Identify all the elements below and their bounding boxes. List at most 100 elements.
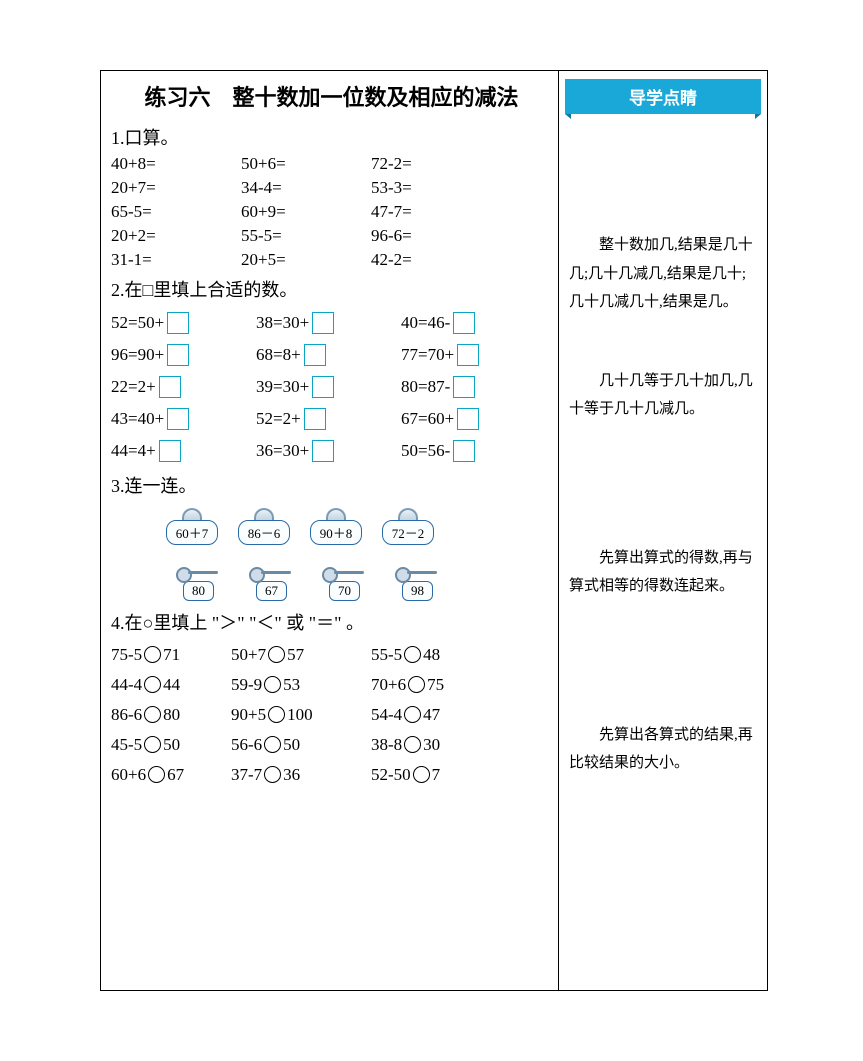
compare-circle[interactable] xyxy=(268,646,285,663)
q2-cell: 36=30+ xyxy=(256,440,401,462)
key-icon xyxy=(176,563,221,579)
lock-item[interactable]: 90＋8 xyxy=(310,508,362,545)
answer-box[interactable] xyxy=(159,376,181,398)
q4-cell: 56-650 xyxy=(231,735,371,755)
key-label: 70 xyxy=(329,581,360,601)
compare-circle[interactable] xyxy=(264,766,281,783)
lock-item[interactable]: 72－2 xyxy=(382,508,434,545)
key-item[interactable]: 67 xyxy=(249,563,294,601)
key-item[interactable]: 70 xyxy=(322,563,367,601)
q4-cell: 75-571 xyxy=(111,645,231,665)
answer-box[interactable] xyxy=(167,344,189,366)
compare-circle[interactable] xyxy=(404,736,421,753)
q1-row: 31-1=20+5=42-2= xyxy=(111,250,552,270)
lock-shackle-icon xyxy=(254,508,274,520)
q4-cell: 38-830 xyxy=(371,735,511,755)
guide-ribbon: 导学点睛 xyxy=(565,79,761,114)
q2-row: 44=4+36=30+50=56- xyxy=(111,440,552,462)
answer-box[interactable] xyxy=(167,408,189,430)
compare-circle[interactable] xyxy=(264,676,281,693)
q4-row: 45-55056-65038-830 xyxy=(111,735,552,755)
answer-box[interactable] xyxy=(457,344,479,366)
q1-cell: 50+6= xyxy=(241,154,371,174)
q1-head: 1.口算。 xyxy=(111,124,552,150)
compare-circle[interactable] xyxy=(408,676,425,693)
lock-shackle-icon xyxy=(182,508,202,520)
compare-circle[interactable] xyxy=(144,706,161,723)
q1-cell: 72-2= xyxy=(371,154,501,174)
key-item[interactable]: 80 xyxy=(176,563,221,601)
lock-label: 86－6 xyxy=(238,520,290,545)
lock-item[interactable]: 60＋7 xyxy=(166,508,218,545)
q4-cell: 45-550 xyxy=(111,735,231,755)
key-icon xyxy=(395,563,440,579)
q4-cell: 90+5100 xyxy=(231,705,371,725)
q1-cell: 55-5= xyxy=(241,226,371,246)
key-icon xyxy=(322,563,367,579)
key-item[interactable]: 98 xyxy=(395,563,440,601)
answer-box[interactable] xyxy=(453,440,475,462)
compare-circle[interactable] xyxy=(268,706,285,723)
q2-cell: 67=60+ xyxy=(401,408,546,430)
q1-cell: 42-2= xyxy=(371,250,501,270)
answer-box[interactable] xyxy=(457,408,479,430)
answer-box[interactable] xyxy=(304,408,326,430)
q1-cell: 31-1= xyxy=(111,250,241,270)
key-label: 80 xyxy=(183,581,214,601)
q1-cell: 40+8= xyxy=(111,154,241,174)
compare-circle[interactable] xyxy=(404,646,421,663)
q2-cell: 38=30+ xyxy=(256,312,401,334)
compare-circle[interactable] xyxy=(144,736,161,753)
compare-circle[interactable] xyxy=(144,646,161,663)
lock-label: 90＋8 xyxy=(310,520,362,545)
answer-box[interactable] xyxy=(159,440,181,462)
answer-box[interactable] xyxy=(312,312,334,334)
q1-cell: 20+5= xyxy=(241,250,371,270)
compare-circle[interactable] xyxy=(148,766,165,783)
q4-row: 86-68090+510054-447 xyxy=(111,705,552,725)
q2-row: 22=2+39=30+80=87- xyxy=(111,376,552,398)
q2-row: 52=50+38=30+40=46- xyxy=(111,312,552,334)
q1-row: 20+7=34-4=53-3= xyxy=(111,178,552,198)
q4-cell: 60+667 xyxy=(111,765,231,785)
q3-head: 3.连一连。 xyxy=(111,472,552,498)
q4-cell: 59-953 xyxy=(231,675,371,695)
q2-cell: 22=2+ xyxy=(111,376,256,398)
q1-cell: 20+7= xyxy=(111,178,241,198)
q4-cell: 50+757 xyxy=(231,645,371,665)
compare-circle[interactable] xyxy=(404,706,421,723)
q1-cell: 60+9= xyxy=(241,202,371,222)
q2-cell: 43=40+ xyxy=(111,408,256,430)
q4-cell: 70+675 xyxy=(371,675,511,695)
key-label: 67 xyxy=(256,581,287,601)
answer-box[interactable] xyxy=(453,376,475,398)
q4-row: 44-44459-95370+675 xyxy=(111,675,552,695)
lock-shackle-icon xyxy=(398,508,418,520)
q2-cell: 68=8+ xyxy=(256,344,401,366)
q4-cell: 86-680 xyxy=(111,705,231,725)
q1-cell: 47-7= xyxy=(371,202,501,222)
compare-circle[interactable] xyxy=(264,736,281,753)
lock-item[interactable]: 86－6 xyxy=(238,508,290,545)
guide-note-4: 先算出各算式的结果,再比较结果的大小。 xyxy=(569,721,757,778)
answer-box[interactable] xyxy=(167,312,189,334)
q4-row: 75-57150+75755-548 xyxy=(111,645,552,665)
answer-box[interactable] xyxy=(453,312,475,334)
q2-row: 96=90+68=8+77=70+ xyxy=(111,344,552,366)
compare-circle[interactable] xyxy=(413,766,430,783)
answer-box[interactable] xyxy=(312,376,334,398)
q1-cell: 20+2= xyxy=(111,226,241,246)
answer-box[interactable] xyxy=(312,440,334,462)
q2-cell: 77=70+ xyxy=(401,344,546,366)
q4-cell: 52-507 xyxy=(371,765,511,785)
lock-label: 60＋7 xyxy=(166,520,218,545)
q2-row: 43=40+52=2+67=60+ xyxy=(111,408,552,430)
q2-cell: 96=90+ xyxy=(111,344,256,366)
q4-cell: 44-444 xyxy=(111,675,231,695)
guide-note-1: 整十数加几,结果是几十几;几十几减几,结果是几十;几十几减几十,结果是几。 xyxy=(569,231,757,317)
answer-box[interactable] xyxy=(304,344,326,366)
lock-label: 72－2 xyxy=(382,520,434,545)
q2-cell: 44=4+ xyxy=(111,440,256,462)
compare-circle[interactable] xyxy=(144,676,161,693)
q4-cell: 37-736 xyxy=(231,765,371,785)
